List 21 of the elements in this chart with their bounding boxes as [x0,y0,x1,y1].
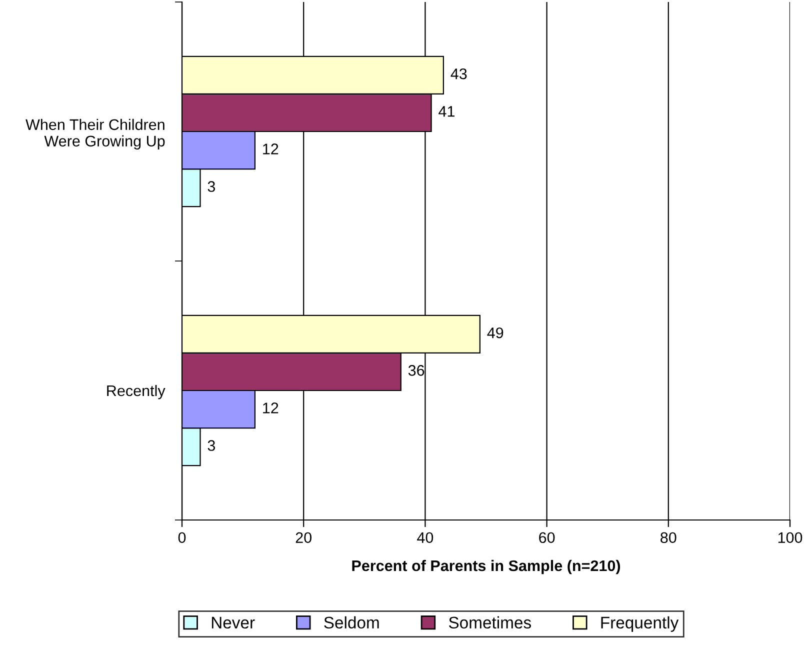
data-label: 36 [408,365,424,376]
data-label: 41 [438,106,454,117]
data-label: 12 [263,144,278,154]
legend-label: Seldom [324,616,379,629]
x-tick-label: 80 [660,532,676,544]
x-tick-label: 0 [178,532,186,544]
y-tick-label: Recently [107,384,166,400]
x-tick-label: 40 [417,532,434,544]
x-tick-label: 100 [778,532,802,544]
y-tick-label: When Their Children Were Growing Up [26,118,165,150]
legend-label: Sometimes [448,616,531,629]
x-tick-label: 20 [296,532,312,544]
x-tick-label: 60 [539,532,555,544]
legend-label: Frequently [601,616,679,632]
x-axis-title: Percent of Parents in Sample (n=210) [352,560,620,574]
data-label: 3 [208,181,216,192]
data-label: 43 [450,68,467,80]
data-label: 3 [208,440,216,451]
data-label: 12 [263,402,278,414]
legend-label: Never [212,616,255,629]
data-label: 49 [487,327,504,338]
